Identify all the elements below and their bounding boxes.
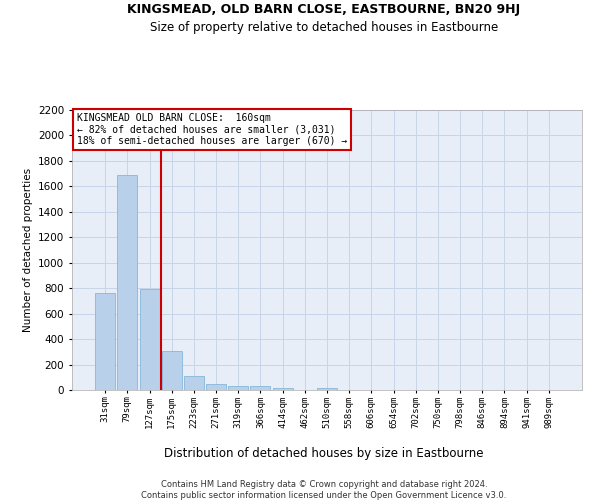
Bar — [206, 384, 226, 390]
Bar — [317, 388, 337, 390]
Bar — [250, 386, 271, 390]
Bar — [95, 294, 115, 390]
Bar — [228, 386, 248, 390]
Bar — [118, 175, 137, 390]
Bar — [162, 351, 182, 390]
Text: Contains HM Land Registry data © Crown copyright and database right 2024.: Contains HM Land Registry data © Crown c… — [161, 480, 487, 489]
Text: KINGSMEAD OLD BARN CLOSE:  160sqm
← 82% of detached houses are smaller (3,031)
1: KINGSMEAD OLD BARN CLOSE: 160sqm ← 82% o… — [77, 113, 347, 146]
Text: Size of property relative to detached houses in Eastbourne: Size of property relative to detached ho… — [150, 21, 498, 34]
Text: Distribution of detached houses by size in Eastbourne: Distribution of detached houses by size … — [164, 448, 484, 460]
Bar — [272, 388, 293, 390]
Bar — [140, 290, 160, 390]
Text: Contains public sector information licensed under the Open Government Licence v3: Contains public sector information licen… — [142, 491, 506, 500]
Bar — [184, 376, 204, 390]
Y-axis label: Number of detached properties: Number of detached properties — [23, 168, 32, 332]
Text: KINGSMEAD, OLD BARN CLOSE, EASTBOURNE, BN20 9HJ: KINGSMEAD, OLD BARN CLOSE, EASTBOURNE, B… — [127, 2, 521, 16]
